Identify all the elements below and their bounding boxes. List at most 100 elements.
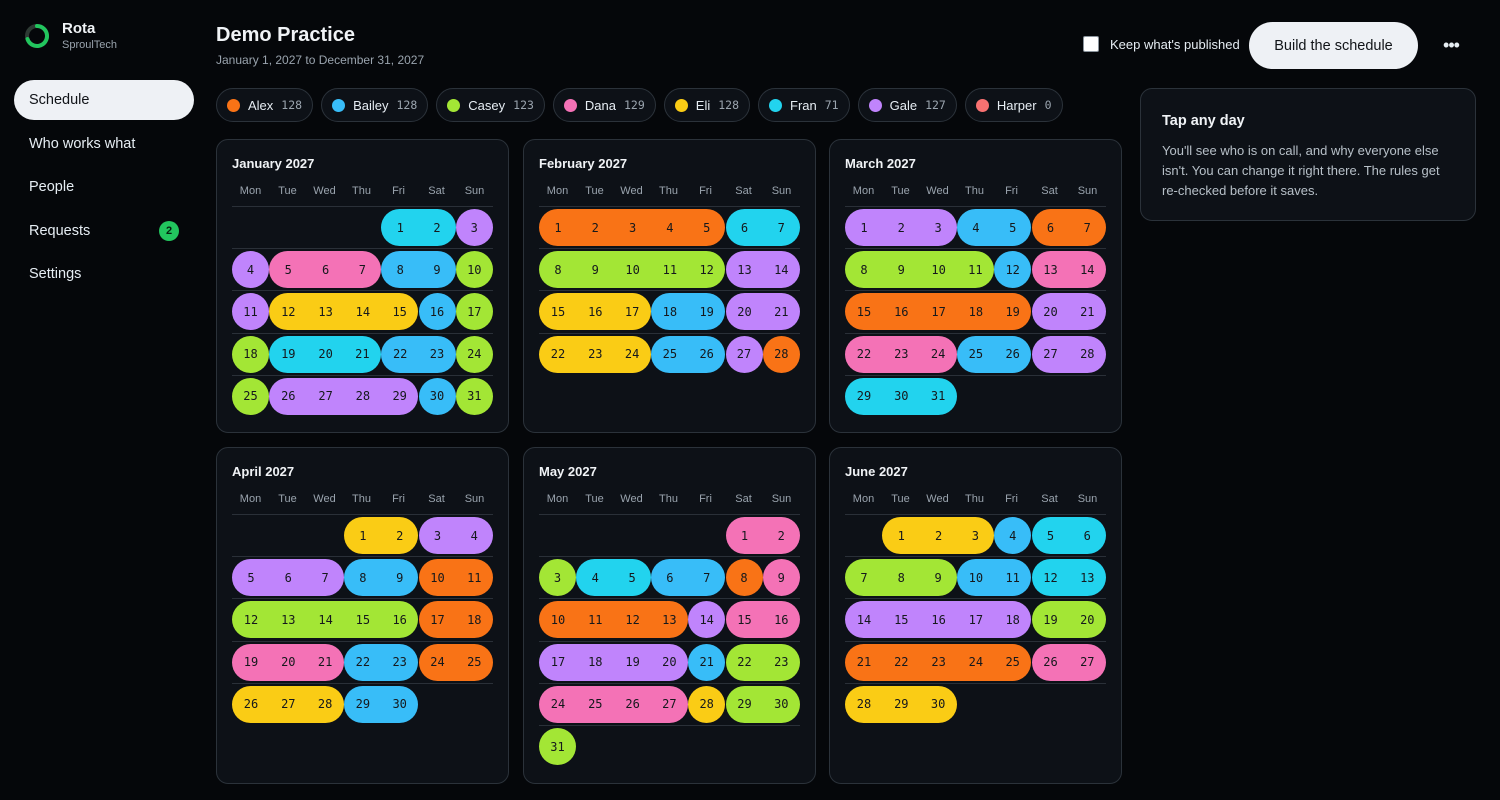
calendar-day[interactable]: 12 (269, 293, 308, 331)
calendar-day[interactable]: 19 (613, 643, 652, 681)
calendar-day[interactable]: 24 (539, 685, 577, 723)
calendar-day[interactable]: 7 (343, 251, 381, 289)
calendar-day[interactable]: 12 (613, 601, 652, 639)
calendar-day[interactable]: 24 (919, 335, 957, 373)
calendar-day[interactable]: 4 (576, 559, 615, 597)
calendar-day[interactable]: 26 (688, 335, 726, 373)
calendar-day[interactable]: 10 (956, 559, 995, 597)
calendar-day[interactable]: 27 (1031, 335, 1070, 373)
calendar-day[interactable]: 5 (688, 209, 726, 246)
calendar-day[interactable]: 25 (576, 685, 615, 723)
calendar-day[interactable]: 29 (343, 685, 382, 723)
calendar-day[interactable]: 11 (650, 251, 689, 289)
calendar-day[interactable]: 26 (232, 685, 270, 723)
calendar-day[interactable]: 25 (956, 335, 995, 373)
calendar-day[interactable]: 17 (956, 601, 995, 639)
calendar-day[interactable]: 13 (1068, 559, 1106, 597)
calendar-day[interactable]: 26 (613, 685, 652, 723)
calendar-day[interactable]: 12 (994, 251, 1032, 289)
calendar-day[interactable]: 18 (455, 601, 493, 639)
calendar-day[interactable]: 23 (381, 643, 419, 681)
calendar-day[interactable]: 24 (956, 643, 995, 681)
calendar-day[interactable]: 22 (381, 335, 420, 373)
calendar-day[interactable]: 29 (845, 377, 883, 415)
person-chip-dana[interactable]: Dana 129 (552, 88, 656, 122)
calendar-day[interactable]: 15 (539, 293, 577, 331)
calendar-day[interactable]: 2 (418, 209, 456, 246)
calendar-day[interactable]: 2 (882, 209, 921, 246)
calendar-day[interactable]: 3 (956, 517, 994, 554)
calendar-day[interactable]: 1 (381, 209, 420, 246)
calendar-day[interactable]: 11 (994, 559, 1032, 597)
calendar-day[interactable]: 21 (845, 643, 883, 681)
calendar-day[interactable]: 14 (688, 601, 726, 639)
calendar-day[interactable]: 23 (919, 643, 958, 681)
sidebar-item-requests[interactable]: Requests 2 (14, 211, 194, 251)
calendar-day[interactable]: 9 (919, 559, 957, 597)
calendar-day[interactable]: 16 (882, 293, 921, 331)
keep-published-checkbox[interactable] (1083, 36, 1099, 52)
calendar-day[interactable]: 1 (725, 517, 764, 554)
calendar-day[interactable]: 20 (725, 293, 764, 331)
calendar-day[interactable]: 14 (762, 251, 800, 289)
calendar-day[interactable]: 6 (269, 559, 308, 597)
person-chip-gale[interactable]: Gale 127 (857, 88, 957, 122)
calendar-day[interactable]: 17 (455, 293, 493, 331)
sidebar-item-who-works-what[interactable]: Who works what (14, 124, 194, 164)
calendar-day[interactable]: 8 (882, 559, 921, 597)
sidebar-item-people[interactable]: People (14, 167, 194, 207)
calendar-day[interactable]: 7 (688, 559, 726, 597)
calendar-day[interactable]: 10 (418, 559, 457, 597)
calendar-day[interactable]: 11 (956, 251, 994, 289)
calendar-day[interactable]: 26 (1031, 643, 1070, 681)
calendar-day[interactable]: 16 (576, 293, 615, 331)
calendar-day[interactable]: 8 (539, 251, 577, 289)
calendar-day[interactable]: 14 (343, 293, 382, 331)
calendar-day[interactable]: 15 (725, 601, 764, 639)
calendar-day[interactable]: 27 (269, 685, 308, 723)
calendar-day[interactable]: 10 (613, 251, 652, 289)
calendar-day[interactable]: 9 (576, 251, 615, 289)
person-chip-eli[interactable]: Eli 128 (663, 88, 751, 122)
calendar-day[interactable]: 28 (343, 377, 382, 415)
calendar-day[interactable]: 8 (845, 251, 883, 289)
calendar-day[interactable]: 1 (845, 209, 883, 246)
calendar-day[interactable]: 7 (762, 209, 800, 246)
calendar-day[interactable]: 6 (650, 559, 689, 597)
calendar-day[interactable]: 14 (306, 601, 345, 639)
calendar-day[interactable]: 30 (762, 685, 800, 723)
calendar-day[interactable]: 4 (232, 251, 269, 289)
calendar-day[interactable]: 15 (882, 601, 921, 639)
brand[interactable]: Rota SproulTech (24, 20, 117, 52)
calendar-day[interactable]: 13 (1031, 251, 1070, 289)
calendar-day[interactable]: 3 (455, 209, 493, 246)
calendar-day[interactable]: 3 (613, 209, 652, 246)
calendar-day[interactable]: 15 (381, 293, 419, 331)
calendar-day[interactable]: 6 (725, 209, 764, 246)
calendar-day[interactable]: 24 (418, 643, 457, 681)
calendar-day[interactable]: 15 (845, 293, 883, 331)
person-chip-casey[interactable]: Casey 123 (436, 88, 545, 122)
calendar-day[interactable]: 7 (845, 559, 883, 597)
calendar-day[interactable]: 2 (381, 517, 419, 554)
calendar-day[interactable]: 26 (269, 377, 308, 415)
calendar-day[interactable]: 18 (650, 293, 689, 331)
calendar-day[interactable]: 3 (418, 517, 457, 554)
calendar-day[interactable]: 28 (1068, 335, 1106, 373)
sidebar-item-settings[interactable]: Settings (14, 254, 194, 294)
calendar-day[interactable]: 17 (418, 601, 457, 639)
keep-published-toggle[interactable]: Keep what's published (1083, 36, 1240, 52)
calendar-day[interactable]: 20 (269, 643, 308, 681)
calendar-day[interactable]: 25 (994, 643, 1032, 681)
calendar-day[interactable]: 16 (919, 601, 958, 639)
calendar-day[interactable]: 1 (343, 517, 382, 554)
calendar-day[interactable]: 29 (381, 377, 419, 415)
calendar-day[interactable]: 27 (650, 685, 688, 723)
calendar-day[interactable]: 21 (306, 643, 344, 681)
calendar-day[interactable]: 22 (343, 643, 382, 681)
calendar-day[interactable]: 24 (455, 335, 493, 373)
calendar-day[interactable]: 23 (418, 335, 456, 373)
calendar-day[interactable]: 27 (306, 377, 345, 415)
calendar-day[interactable]: 5 (613, 559, 651, 597)
calendar-day[interactable]: 21 (688, 643, 726, 681)
